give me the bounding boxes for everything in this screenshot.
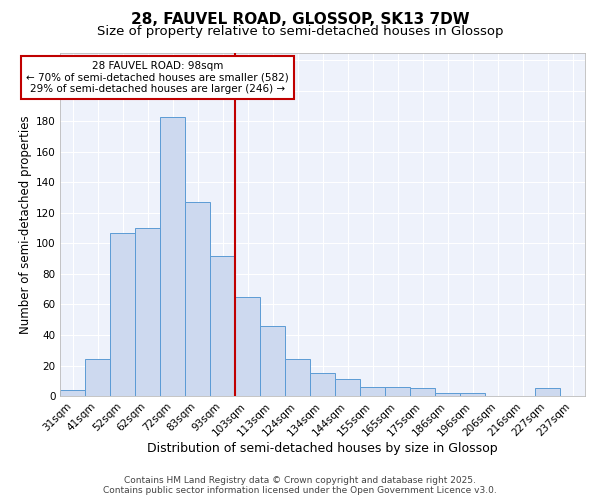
Bar (260, 326, 285, 396)
Bar (460, 393, 485, 396)
X-axis label: Distribution of semi-detached houses by size in Glossop: Distribution of semi-detached houses by … (148, 442, 498, 455)
Bar (160, 116, 185, 396)
Bar (535, 388, 560, 396)
Y-axis label: Number of semi-detached properties: Number of semi-detached properties (19, 115, 32, 334)
Bar (110, 232, 135, 396)
Bar (335, 380, 360, 396)
Bar (285, 360, 310, 396)
Bar (310, 373, 335, 396)
Bar (235, 297, 260, 396)
Text: Size of property relative to semi-detached houses in Glossop: Size of property relative to semi-detach… (97, 25, 503, 38)
Text: Contains HM Land Registry data © Crown copyright and database right 2025.
Contai: Contains HM Land Registry data © Crown c… (103, 476, 497, 495)
Bar (410, 388, 435, 396)
Bar (136, 228, 160, 396)
Bar (435, 393, 460, 396)
Bar (185, 202, 210, 396)
Text: 28 FAUVEL ROAD: 98sqm
← 70% of semi-detached houses are smaller (582)
29% of sem: 28 FAUVEL ROAD: 98sqm ← 70% of semi-deta… (26, 61, 289, 94)
Bar (385, 387, 410, 396)
Bar (61, 390, 85, 396)
Bar (85, 360, 110, 396)
Bar (210, 256, 235, 396)
Text: 28, FAUVEL ROAD, GLOSSOP, SK13 7DW: 28, FAUVEL ROAD, GLOSSOP, SK13 7DW (131, 12, 469, 28)
Bar (360, 387, 385, 396)
